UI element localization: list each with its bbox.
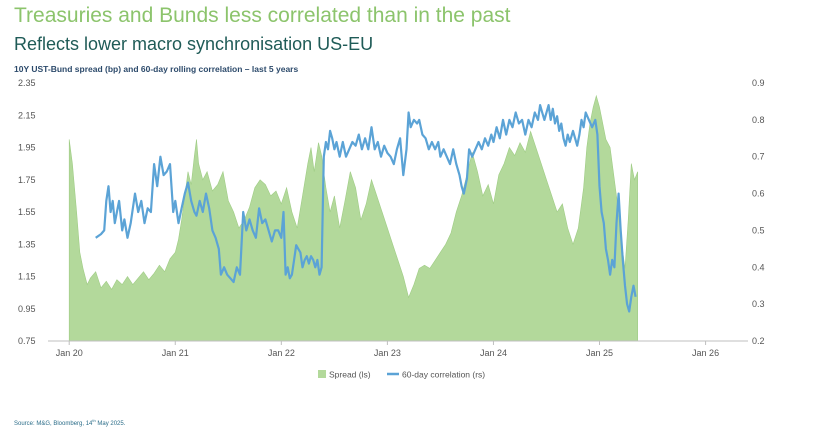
legend-spread-label: Spread (ls) xyxy=(329,370,371,380)
y-right-tick-label: 0.5 xyxy=(752,225,765,235)
y-right-tick-label: 0.9 xyxy=(752,78,765,88)
chart-subtitle: Reflects lower macro synchronisation US-… xyxy=(14,34,374,54)
source-text: Source: M&G, Bloomberg, 14 xyxy=(14,421,93,427)
x-tick-label: Jan 20 xyxy=(56,348,83,358)
x-tick-label: Jan 22 xyxy=(268,348,295,358)
x-tick-label: Jan 23 xyxy=(374,348,401,358)
legend-spread-swatch xyxy=(318,370,326,378)
spread-area xyxy=(68,94,638,342)
axes: Jan 20 Jan 21 Jan 22 Jan 23 Jan 24 Jan 25 Jan … xyxy=(18,78,765,358)
correlation-line xyxy=(95,103,637,313)
chart-title: Treasuries and Bunds less correlated tha… xyxy=(14,4,511,27)
source-note: Source: M&G, Bloomberg, 14th May 2025. xyxy=(14,418,125,427)
x-tick-label: Jan 26 xyxy=(692,348,719,358)
y-right-tick-label: 0.2 xyxy=(752,336,765,346)
y-left-tick-label: 1.75 xyxy=(18,175,36,185)
source-superscript: th xyxy=(92,418,96,423)
plot-area xyxy=(68,94,638,342)
y-left-tick-label: 1.15 xyxy=(18,272,36,282)
y-left-tick-label: 0.95 xyxy=(18,304,36,314)
legend: Spread (ls) 60-day correlation (rs) xyxy=(318,370,485,380)
chart-description: 10Y UST-Bund spread (bp) and 60-day roll… xyxy=(14,64,299,74)
y-right-tick-label: 0.8 xyxy=(752,115,765,125)
y-right-tick-label: 0.4 xyxy=(752,262,765,272)
y-right-tick-label: 0.6 xyxy=(752,189,765,199)
x-tick-label: Jan 25 xyxy=(586,348,613,358)
y-right-tick-label: 0.3 xyxy=(752,299,765,309)
x-tick-label: Jan 24 xyxy=(480,348,507,358)
source-text-end: May 2025. xyxy=(95,421,126,427)
y-left-tick-label: 2.35 xyxy=(18,78,36,88)
y-left-tick-label: 2.15 xyxy=(18,110,36,120)
x-tick-label: Jan 21 xyxy=(162,348,189,358)
y-left-tick-label: 1.55 xyxy=(18,207,36,217)
legend-correlation-label: 60-day correlation (rs) xyxy=(402,370,485,380)
y-left-tick-label: 1.95 xyxy=(18,143,36,153)
y-left-tick-label: 0.75 xyxy=(18,336,36,346)
y-right-tick-label: 0.7 xyxy=(752,152,765,162)
y-left-tick-label: 1.35 xyxy=(18,239,36,249)
